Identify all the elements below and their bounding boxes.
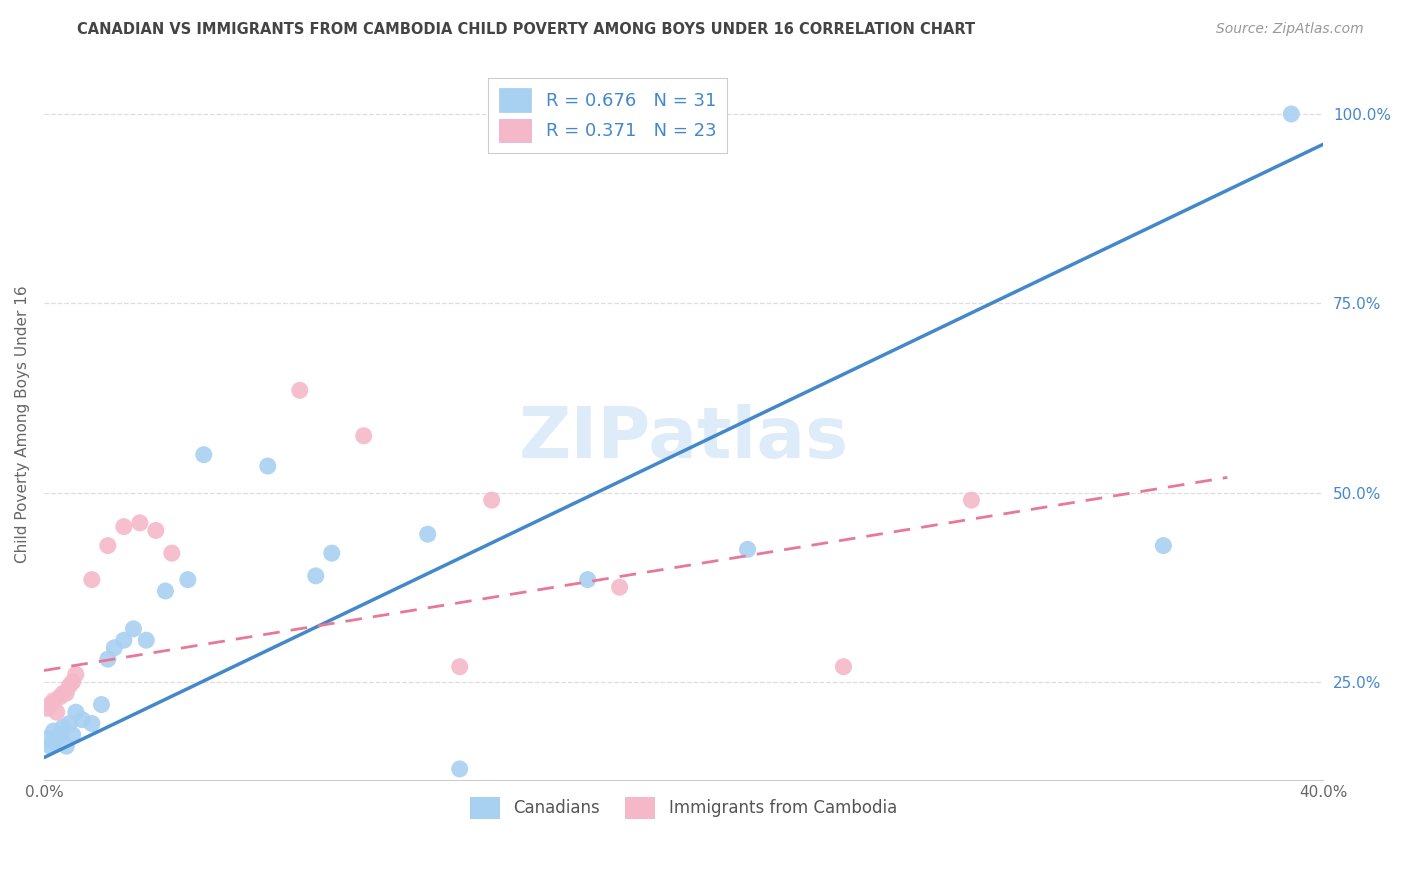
Point — [305, 569, 328, 583]
Point — [62, 674, 84, 689]
Point — [321, 546, 343, 560]
Point — [49, 690, 72, 704]
Point — [62, 728, 84, 742]
Point — [416, 527, 439, 541]
Point — [609, 580, 631, 594]
Point — [90, 698, 112, 712]
Point — [737, 542, 759, 557]
Y-axis label: Child Poverty Among Boys Under 16: Child Poverty Among Boys Under 16 — [15, 285, 30, 563]
Point — [97, 539, 120, 553]
Point — [45, 705, 67, 719]
Point — [103, 640, 125, 655]
Point — [58, 679, 80, 693]
Point — [449, 762, 471, 776]
Point — [576, 573, 599, 587]
Point — [177, 573, 200, 587]
Point — [1279, 107, 1302, 121]
Point — [155, 584, 177, 599]
Point — [112, 519, 135, 533]
Point — [42, 724, 65, 739]
Point — [39, 698, 62, 712]
Point — [353, 429, 375, 443]
Point — [35, 731, 58, 746]
Point — [160, 546, 183, 560]
Point — [80, 716, 103, 731]
Point — [45, 731, 67, 746]
Point — [122, 622, 145, 636]
Point — [65, 705, 87, 719]
Point — [145, 524, 167, 538]
Point — [49, 728, 72, 742]
Text: CANADIAN VS IMMIGRANTS FROM CAMBODIA CHILD POVERTY AMONG BOYS UNDER 16 CORRELATI: CANADIAN VS IMMIGRANTS FROM CAMBODIA CHI… — [77, 22, 976, 37]
Point — [832, 659, 855, 673]
Point — [39, 739, 62, 754]
Point — [481, 493, 503, 508]
Point — [55, 686, 77, 700]
Point — [112, 633, 135, 648]
Point — [97, 652, 120, 666]
Point — [58, 716, 80, 731]
Point — [193, 448, 215, 462]
Point — [80, 573, 103, 587]
Point — [55, 739, 77, 754]
Legend: Canadians, Immigrants from Cambodia: Canadians, Immigrants from Cambodia — [464, 790, 904, 825]
Point — [42, 735, 65, 749]
Point — [42, 694, 65, 708]
Text: Source: ZipAtlas.com: Source: ZipAtlas.com — [1216, 22, 1364, 37]
Point — [52, 720, 75, 734]
Point — [128, 516, 150, 530]
Point — [52, 686, 75, 700]
Point — [288, 384, 311, 398]
Point — [135, 633, 157, 648]
Point — [960, 493, 983, 508]
Point — [65, 667, 87, 681]
Point — [35, 701, 58, 715]
Point — [72, 713, 94, 727]
Text: ZIPatlas: ZIPatlas — [519, 404, 849, 473]
Point — [1152, 539, 1174, 553]
Point — [256, 458, 278, 473]
Point — [449, 659, 471, 673]
